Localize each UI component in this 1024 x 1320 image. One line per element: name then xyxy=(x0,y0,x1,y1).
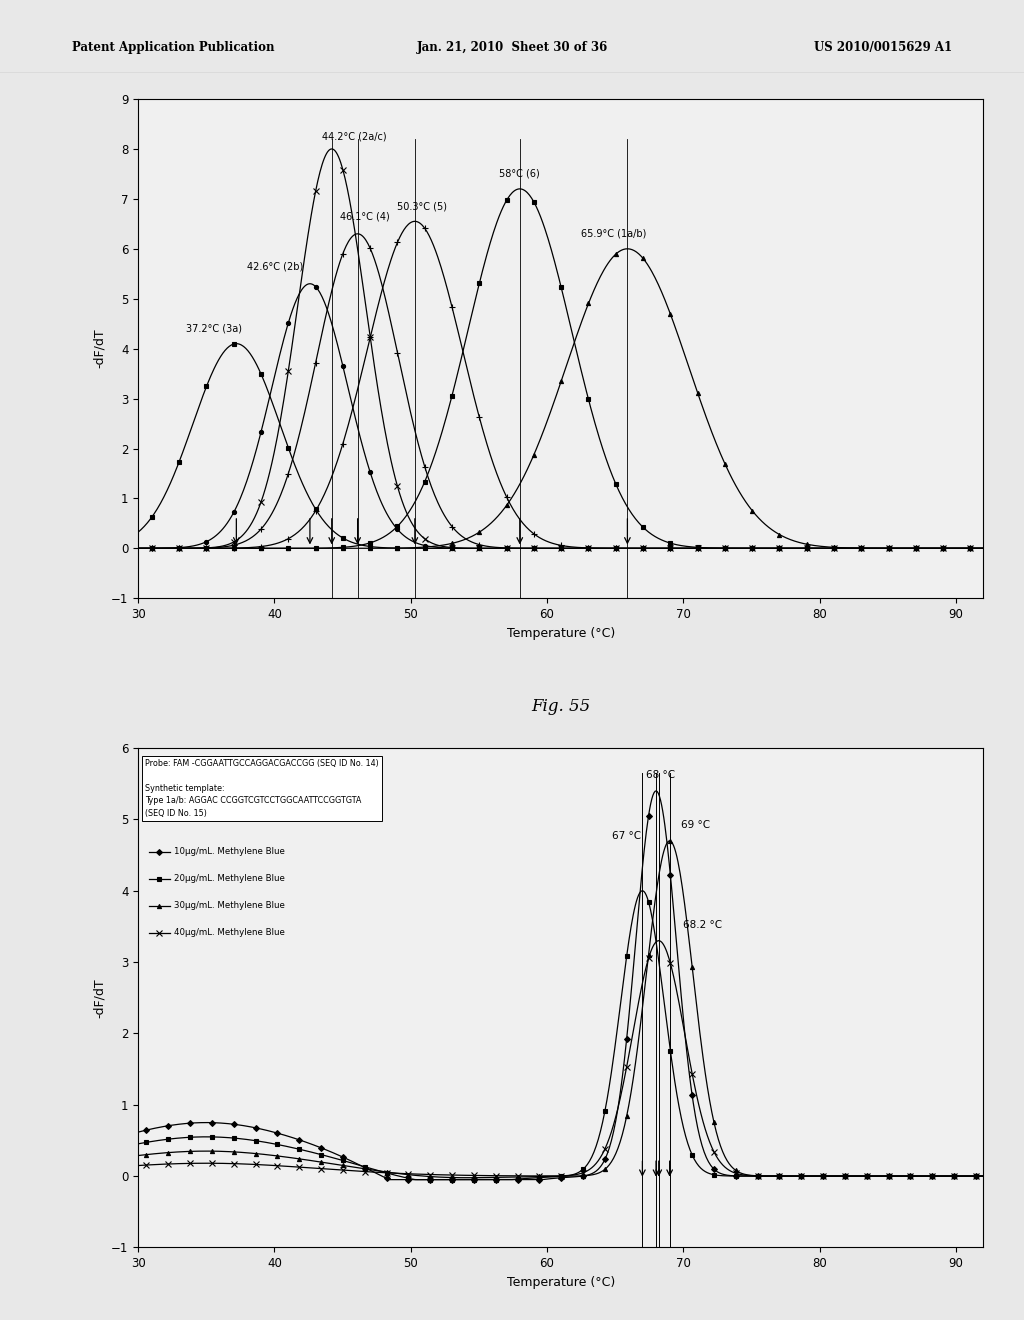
Text: 50.3°C (5): 50.3°C (5) xyxy=(397,202,447,211)
X-axis label: Temperature (°C): Temperature (°C) xyxy=(507,1275,614,1288)
Text: US 2010/0015629 A1: US 2010/0015629 A1 xyxy=(814,41,952,54)
Text: Probe: FAM -CGGAATTGCCAGGACGACCGG (SEQ ID No. 14)

Synthetic template:
Type 1a/b: Probe: FAM -CGGAATTGCCAGGACGACCGG (SEQ I… xyxy=(145,759,379,818)
Text: 42.6°C (2b): 42.6°C (2b) xyxy=(247,261,303,272)
Text: 30μg/mL. Methylene Blue: 30μg/mL. Methylene Blue xyxy=(174,902,285,911)
Text: 68.2 °C: 68.2 °C xyxy=(683,920,722,931)
Text: Fig. 55: Fig. 55 xyxy=(531,698,590,715)
Text: Patent Application Publication: Patent Application Publication xyxy=(72,41,274,54)
Text: Jan. 21, 2010  Sheet 30 of 36: Jan. 21, 2010 Sheet 30 of 36 xyxy=(417,41,607,54)
Y-axis label: -dF/dT: -dF/dT xyxy=(92,978,105,1018)
Text: 68 °C: 68 °C xyxy=(646,770,676,780)
Text: 65.9°C (1a/b): 65.9°C (1a/b) xyxy=(581,228,646,239)
Text: 37.2°C (3a): 37.2°C (3a) xyxy=(186,323,242,334)
Text: 20μg/mL. Methylene Blue: 20μg/mL. Methylene Blue xyxy=(174,874,285,883)
X-axis label: Temperature (°C): Temperature (°C) xyxy=(507,627,614,640)
Text: 44.2°C (2a/c): 44.2°C (2a/c) xyxy=(323,132,387,141)
Text: 40μg/mL. Methylene Blue: 40μg/mL. Methylene Blue xyxy=(174,928,285,937)
Text: 67 °C: 67 °C xyxy=(612,830,642,841)
Y-axis label: -dF/dT: -dF/dT xyxy=(92,329,105,368)
Text: 58°C (6): 58°C (6) xyxy=(500,169,540,180)
Text: 69 °C: 69 °C xyxy=(681,820,710,830)
Text: 46.1°C (4): 46.1°C (4) xyxy=(340,211,390,222)
Text: 10μg/mL. Methylene Blue: 10μg/mL. Methylene Blue xyxy=(174,847,285,857)
